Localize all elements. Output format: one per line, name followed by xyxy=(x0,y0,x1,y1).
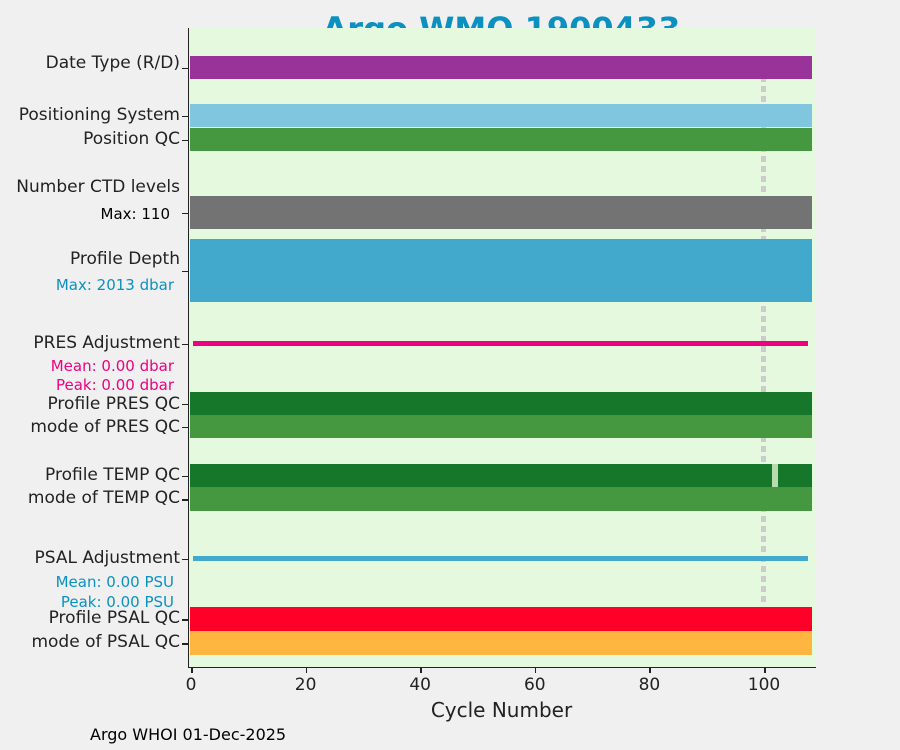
row-label: mode of PSAL QC xyxy=(31,632,180,652)
row-label: Positioning System xyxy=(18,105,180,125)
row-label: Position QC xyxy=(83,129,180,149)
x-tick xyxy=(534,667,537,673)
x-tick-label: 0 xyxy=(185,675,197,695)
footer-text: Argo WHOI 01-Dec-2025 xyxy=(90,725,287,744)
x-tick-label: 20 xyxy=(294,675,317,695)
row-bar xyxy=(190,392,812,415)
row-bar xyxy=(190,239,812,302)
row-label: Profile PRES QC xyxy=(47,394,180,414)
row-bar xyxy=(190,487,812,511)
x-tick xyxy=(420,667,422,673)
y-tick xyxy=(182,403,188,405)
row-sublabel: Peak: 0.00 dbar xyxy=(55,376,174,394)
y-tick xyxy=(182,343,188,345)
y-tick xyxy=(182,139,188,141)
y-tick xyxy=(182,558,188,560)
x-tick-label: 100 xyxy=(747,675,781,695)
cycle-100-marker-line xyxy=(761,56,766,606)
y-tick xyxy=(182,499,188,501)
row-bar xyxy=(190,128,812,151)
row-label: Profile Depth xyxy=(69,249,180,269)
y-tick xyxy=(182,619,188,621)
y-tick xyxy=(182,115,188,117)
y-tick xyxy=(182,475,188,477)
y-tick xyxy=(182,212,188,214)
row-label: mode of PRES QC xyxy=(30,417,180,437)
row-sublabel: Peak: 0.00 PSU xyxy=(60,593,174,611)
row-label: PSAL Adjustment xyxy=(34,548,180,568)
row-bar xyxy=(190,607,812,631)
row-bar xyxy=(193,556,808,561)
row-bar xyxy=(193,341,808,346)
row-bar xyxy=(190,415,812,438)
x-tick xyxy=(764,667,766,673)
x-tick xyxy=(649,667,651,673)
y-tick xyxy=(182,67,188,69)
row-bar xyxy=(190,104,812,127)
row-label: Date Type (R/D) xyxy=(45,53,180,73)
x-tick-label: 40 xyxy=(409,675,431,695)
x-tick xyxy=(305,667,308,673)
row-label: Profile TEMP QC xyxy=(45,465,180,485)
qc-gap-mark xyxy=(772,464,779,487)
row-label: PRES Adjustment xyxy=(33,333,180,353)
y-tick xyxy=(182,426,188,428)
x-axis-label: Cycle Number xyxy=(430,698,573,722)
x-tick-label: 80 xyxy=(638,675,661,695)
row-sublabel: Mean: 0.00 PSU xyxy=(55,573,174,591)
row-label: mode of TEMP QC xyxy=(27,488,180,508)
row-label: Profile PSAL QC xyxy=(48,608,180,628)
y-tick xyxy=(182,270,188,272)
row-sublabel: Mean: 0.00 dbar xyxy=(50,357,174,375)
x-tick-label: 60 xyxy=(523,675,546,695)
x-tick xyxy=(191,667,193,673)
row-label: Number CTD levels xyxy=(16,177,180,197)
row-bar xyxy=(190,56,812,79)
row-bar xyxy=(190,631,812,655)
row-bar xyxy=(190,464,812,487)
row-bar xyxy=(190,196,812,229)
y-tick xyxy=(182,643,188,645)
row-sublabel: Max: 110 xyxy=(100,205,170,223)
row-sublabel: Max: 2013 dbar xyxy=(55,276,174,294)
